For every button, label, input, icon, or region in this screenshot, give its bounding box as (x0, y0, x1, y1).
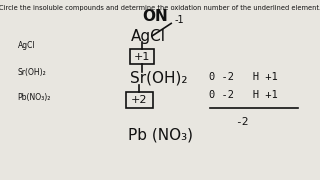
Text: Sr(OH)₂: Sr(OH)₂ (18, 68, 46, 76)
Text: AgCl: AgCl (18, 40, 35, 50)
Text: AgCl: AgCl (131, 28, 166, 44)
Text: Circle the insoluble compounds and determine the oxidation number of the underli: Circle the insoluble compounds and deter… (0, 5, 320, 11)
Bar (126, 92, 153, 107)
Text: ON: ON (142, 9, 168, 24)
Text: 0 -2   H +1: 0 -2 H +1 (209, 90, 277, 100)
Text: +2: +2 (131, 95, 148, 105)
Text: Pb (NO₃): Pb (NO₃) (128, 127, 193, 143)
Text: 0 -2   H +1: 0 -2 H +1 (209, 72, 277, 82)
Text: Sr(OH)₂: Sr(OH)₂ (130, 71, 187, 86)
Text: Pb(NO₃)₂: Pb(NO₃)₂ (18, 93, 51, 102)
Text: -1: -1 (174, 15, 184, 25)
Bar (131, 49, 155, 64)
Text: -2: -2 (235, 117, 248, 127)
Text: +1: +1 (134, 52, 151, 62)
